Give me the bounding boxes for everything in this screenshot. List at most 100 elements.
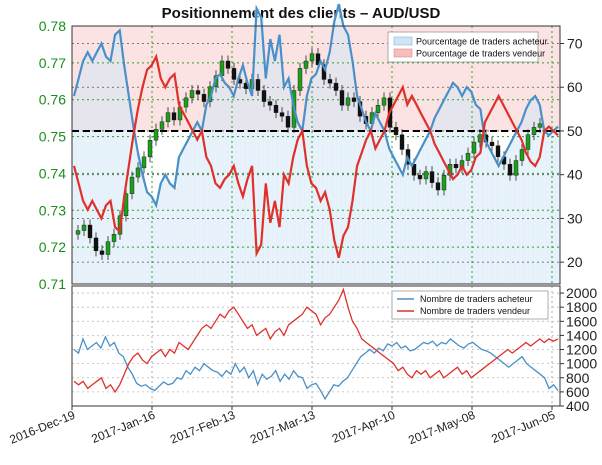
buyer-share-shading-bar <box>505 148 511 284</box>
price-tick-label: 0.74 <box>39 165 66 181</box>
candle-down <box>489 141 495 146</box>
buyer-share-shading-bar <box>313 74 319 284</box>
candle-down <box>171 112 177 121</box>
candle-down <box>255 79 261 91</box>
top-legend-box <box>387 31 539 63</box>
top-panel: 0.71 0.72 0.73 0.74 0.75 0.76 0.77 0.78 20 30 40 5… <box>39 3 583 292</box>
buyer-share-shading-bar <box>327 52 333 284</box>
buyer-share-shading-bar <box>354 95 360 284</box>
buyer-share-shading-bar <box>445 91 451 284</box>
candle-up <box>189 90 195 99</box>
buyer-share-shading-bar <box>464 87 470 284</box>
top-panel-frame <box>71 25 561 285</box>
candle-down <box>195 90 201 95</box>
candle-up <box>183 97 189 108</box>
buyer-percentage-line <box>72 3 559 209</box>
buyer-share-shading-bar <box>131 126 137 284</box>
buyer-share-shading-bar <box>227 87 233 284</box>
buyer-share-shading-bar <box>336 4 342 284</box>
buyer-share-shading-bar <box>263 78 269 284</box>
seller-legend-swatch <box>393 48 413 58</box>
buyer-share-shading-bar <box>373 113 378 285</box>
buyer-share-shading-bar <box>199 130 205 284</box>
buyer-share-shading-bar <box>281 87 287 284</box>
percentage-tick-label: 70 <box>567 35 583 51</box>
buyer-share-shading-bar <box>404 157 410 284</box>
buyer-share-shading-bar <box>258 17 264 284</box>
buyer-share-shading-bar <box>81 60 87 285</box>
candle-down <box>507 164 513 176</box>
buyer-share-shading-bar <box>532 95 538 284</box>
candle-up <box>153 128 159 141</box>
buyer-share-shading-bar <box>541 130 547 284</box>
buyer-share-shading-bar <box>477 109 483 284</box>
candle-down <box>201 93 207 102</box>
candle-up <box>303 60 309 69</box>
count-tick-label: 1600 <box>566 313 597 329</box>
buyer-share-shading-bar <box>122 65 128 284</box>
buyer-share-shading-bar <box>432 117 438 284</box>
buyer-share-shading-bar <box>90 60 96 285</box>
candle-up <box>537 123 543 128</box>
buyer-share-shading-bar <box>217 74 223 284</box>
candle-down <box>429 171 435 183</box>
buyer-share-shading-bar <box>359 109 365 284</box>
bottom-legend: Nombre de traders acheteur Nombre de tra… <box>391 290 549 320</box>
seller-count-line <box>73 287 559 394</box>
candle-down <box>225 60 231 69</box>
candle-up <box>141 156 147 169</box>
candle-up <box>105 241 111 255</box>
bottom-legend-box <box>391 290 549 320</box>
buyer-share-shading-bar <box>195 122 201 284</box>
seller-percentage-line <box>72 53 559 259</box>
percentage-tick-label: 20 <box>567 254 583 270</box>
buyer-share-shading-bar <box>144 192 150 284</box>
candle-up <box>375 105 381 113</box>
candle-up <box>129 176 135 194</box>
candle-down <box>87 224 93 239</box>
candle-down <box>327 79 333 84</box>
candle-up <box>513 160 519 176</box>
buyer-share-shading-bar <box>400 174 406 284</box>
buyer-share-shading-bar <box>72 95 77 284</box>
buyer-share-shading-bar <box>186 139 191 284</box>
candle-down <box>393 127 399 135</box>
candle-up <box>81 224 87 231</box>
price-tick-label: 0.75 <box>39 129 66 145</box>
buyer-share-shading-bar <box>350 60 356 285</box>
candle-down <box>333 82 339 91</box>
price-tick-label: 0.73 <box>39 202 66 218</box>
candle-up <box>75 230 81 235</box>
buyer-share-shading-bar <box>395 165 401 284</box>
buyer-share-shading-bar <box>555 126 561 284</box>
buyer-share-shading-bar <box>450 82 456 284</box>
price-axis: 0.71 0.72 0.73 0.74 0.75 0.76 0.77 0.78 <box>39 18 66 292</box>
count-tick-label: 600 <box>566 384 590 400</box>
buyer-share-shading-bar <box>300 130 305 284</box>
buyer-share-shading-bar <box>113 34 119 284</box>
buyer-share-shading-bar <box>172 187 178 284</box>
candle-up <box>111 234 117 242</box>
chart-title: Positionnement des clients – AUD/USD <box>162 5 441 22</box>
buyer-share-shading-bar <box>473 104 479 285</box>
count-tick-label: 1400 <box>566 327 597 343</box>
buyer-share-shading-bar <box>103 56 109 284</box>
buyer-share-shading-bar <box>268 39 274 285</box>
buyer-share-shading-bar <box>108 60 114 285</box>
candle-down <box>321 64 327 80</box>
buyer-share-shading-bar <box>518 122 524 284</box>
count-tick-label: 1200 <box>566 342 597 358</box>
candle-down <box>435 182 441 191</box>
buyer-share-shading-bar <box>272 60 278 285</box>
date-tick-label: 2017-Jun-05 <box>489 408 557 446</box>
buyer-share-shading-bar <box>455 87 461 284</box>
percentage-axis: 20 30 40 50 60 70 <box>560 35 583 270</box>
buyer-share-shading-bar <box>208 95 214 284</box>
buyer-share-shading-bar <box>254 8 260 284</box>
buyer-share-shading-bar <box>149 196 155 284</box>
candle-up <box>525 134 531 150</box>
candle-down <box>495 145 501 158</box>
buyer-share-shading-bar <box>459 95 465 284</box>
